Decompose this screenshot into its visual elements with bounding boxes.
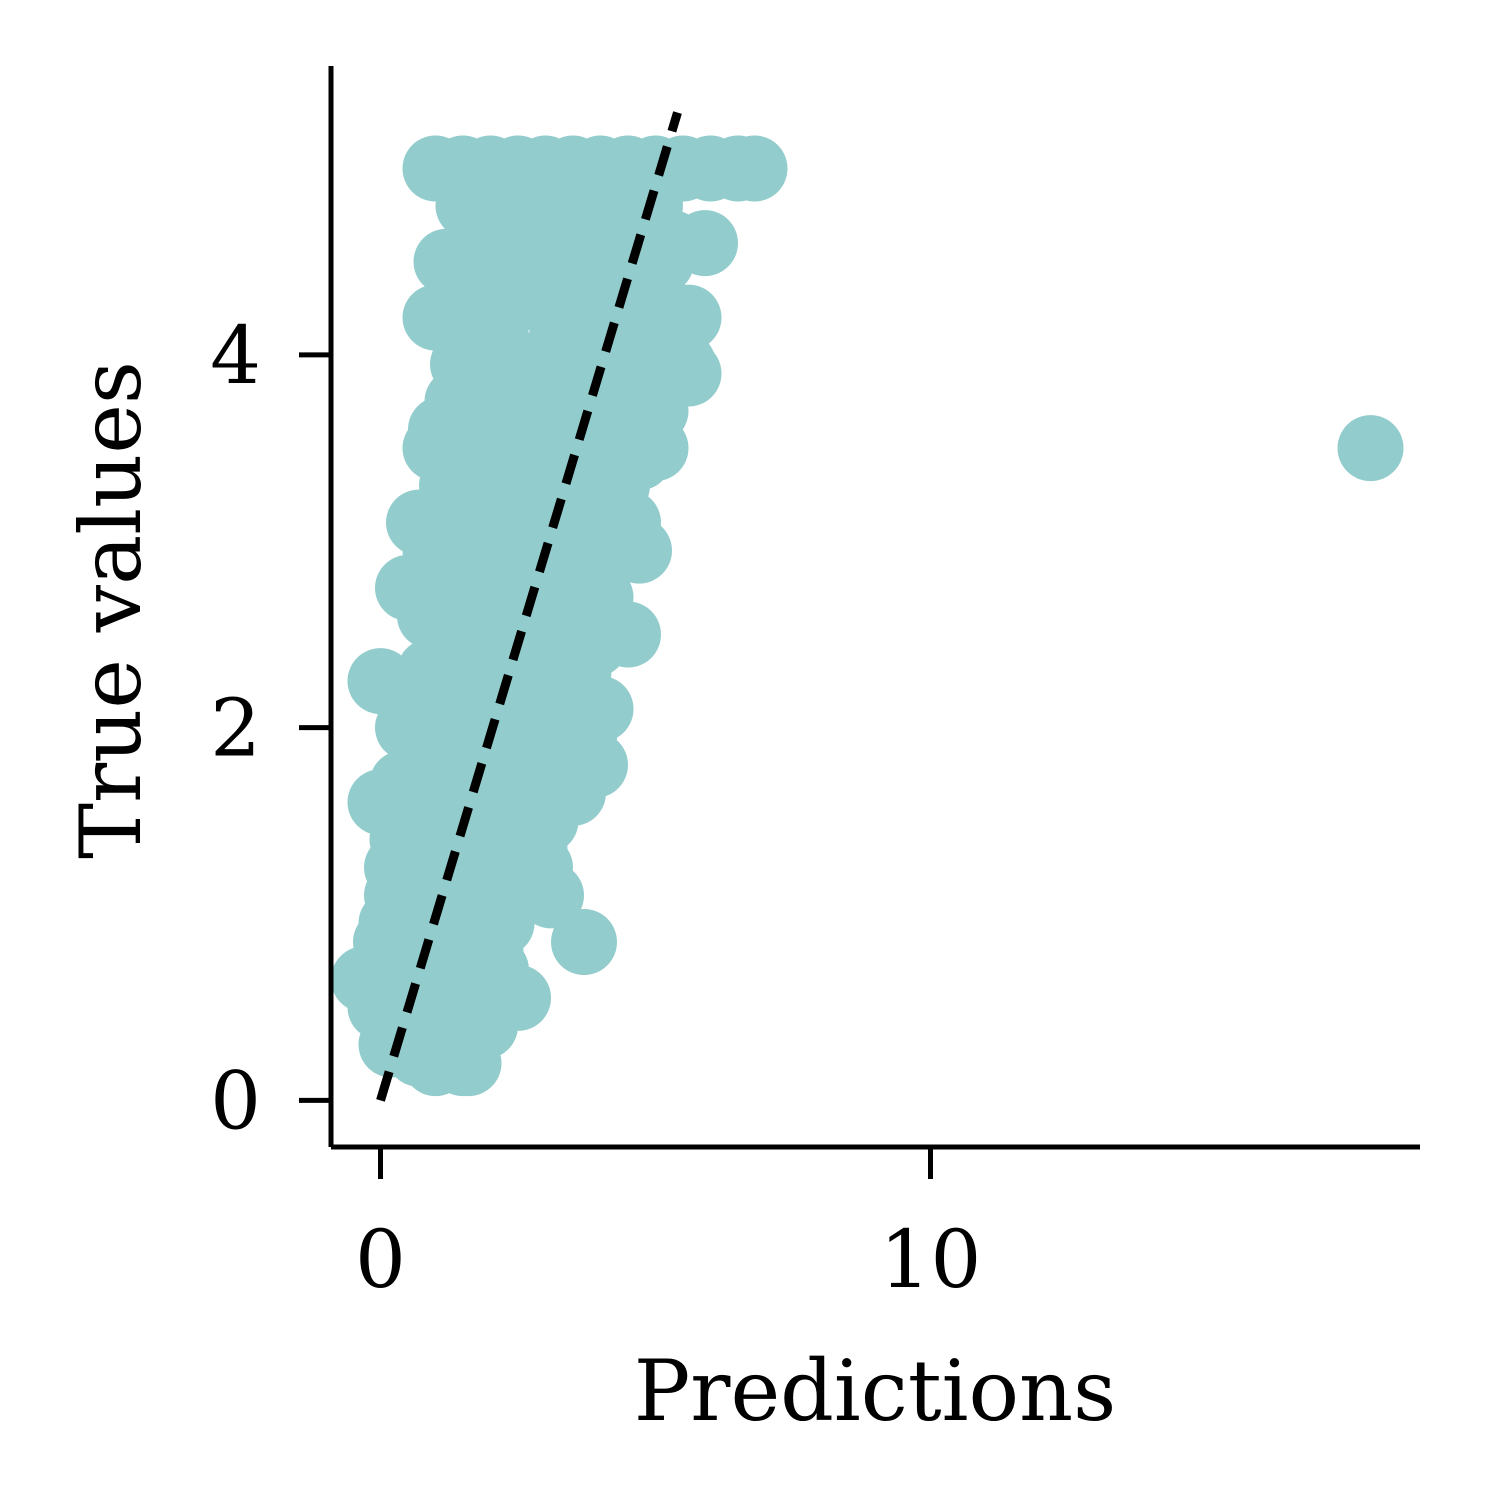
- data-point: [606, 517, 672, 584]
- ticks: 0 10 0 2 4: [210, 309, 981, 1306]
- data-point: [518, 862, 584, 929]
- data-point: [551, 909, 617, 975]
- y-tick-label: 4: [210, 309, 261, 402]
- data-point: [721, 135, 788, 202]
- reference-line: [376, 111, 682, 1102]
- x-tick-label: 0: [355, 1213, 406, 1306]
- y-axis-title: True values: [62, 361, 160, 859]
- data-point: [1337, 415, 1404, 482]
- data-point: [595, 601, 661, 668]
- x-axis-title: Predictions: [634, 1342, 1116, 1440]
- data-point: [430, 1030, 496, 1097]
- x-tick-label: 10: [880, 1213, 982, 1306]
- y-tick-label: 2: [210, 682, 261, 775]
- y-tick-label: 0: [210, 1054, 261, 1147]
- points-layer: [331, 135, 1404, 1097]
- axes: [328, 66, 1420, 1150]
